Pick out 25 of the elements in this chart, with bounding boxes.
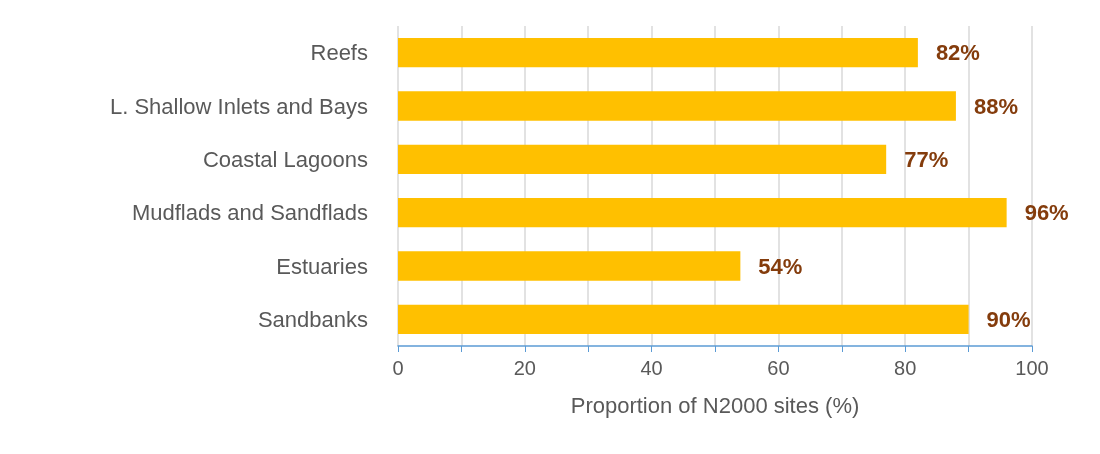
- y-tick-label: Mudflads and Sandflads: [131, 200, 368, 226]
- bar: [398, 251, 741, 281]
- x-tick-label: 80: [894, 357, 917, 379]
- x-tick-label: 100: [1015, 357, 1049, 379]
- y-tick-label: Reefs: [310, 40, 368, 66]
- bar: [398, 91, 956, 121]
- y-tick-label: Estuaries: [276, 253, 368, 279]
- x-tick-label: 40: [640, 357, 663, 379]
- data-label: 54%: [758, 253, 803, 279]
- x-tick-label: 20: [513, 357, 536, 379]
- x-tick-label: 0: [392, 357, 404, 379]
- y-tick-label: Sandbanks: [257, 306, 368, 332]
- data-label: 96%: [1024, 200, 1069, 226]
- data-label: 77%: [904, 146, 949, 172]
- data-label: 88%: [973, 93, 1018, 119]
- data-label: 82%: [935, 40, 980, 66]
- bar: [398, 198, 1007, 228]
- bar: [398, 38, 918, 68]
- bar: [398, 304, 969, 334]
- y-tick-label: L. Shallow Inlets and Bays: [109, 93, 368, 119]
- x-axis-title: Proportion of N2000 sites (%): [570, 392, 860, 418]
- data-label: 90%: [986, 306, 1031, 332]
- x-tick-label: 60: [767, 357, 790, 379]
- y-tick-label: Coastal Lagoons: [202, 146, 368, 172]
- bar: [398, 144, 887, 174]
